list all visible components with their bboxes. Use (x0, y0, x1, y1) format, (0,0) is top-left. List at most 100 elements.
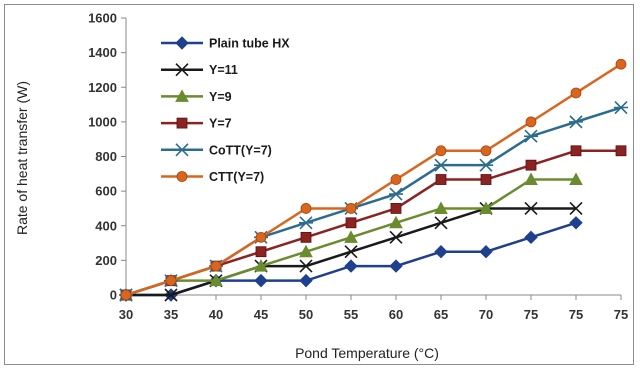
data-point (480, 174, 492, 185)
series-ctt-y-7- (120, 58, 627, 301)
data-point (300, 231, 312, 243)
legend-marker (175, 63, 189, 77)
data-point (614, 100, 628, 115)
data-point (434, 201, 448, 214)
data-point (300, 203, 312, 214)
data-point (210, 260, 222, 272)
legend-entry: Y=9 (161, 89, 232, 104)
data-point (299, 273, 313, 288)
legend-entry: CTT(Y=7) (161, 170, 264, 184)
data-point (434, 245, 448, 259)
data-point (570, 145, 582, 157)
x-tick-label: 75 (614, 307, 628, 322)
legend-label: Plain tube HX (209, 37, 290, 51)
data-point (255, 246, 267, 258)
legend: Plain tube HX Y=11 Y=9 Y=7 CoTT(Y=7) CTT(Y=7) (161, 36, 290, 184)
y-axis-title: Rate of heat transfer (W) (14, 81, 30, 235)
data-point (524, 230, 538, 245)
legend-entry: Y=11 (161, 63, 238, 77)
data-point (480, 145, 492, 157)
legend-entry: CoTT(Y=7) (161, 143, 272, 157)
data-point (164, 288, 178, 302)
x-tick-label: 50 (299, 307, 313, 322)
data-point (390, 203, 402, 214)
legend-label: Y=9 (209, 90, 232, 104)
data-point (434, 216, 448, 230)
data-point (435, 145, 447, 157)
x-tick-label: 60 (389, 307, 403, 322)
series-y-7 (120, 145, 627, 301)
data-point (479, 201, 493, 214)
data-point (255, 231, 267, 243)
data-point (569, 115, 583, 129)
data-point (389, 215, 403, 229)
legend-label: CoTT(Y=7) (209, 143, 272, 157)
data-point (570, 87, 582, 99)
legend-marker (175, 89, 189, 102)
data-point (254, 273, 268, 288)
y-tick-label: 1200 (88, 80, 117, 95)
data-point (479, 158, 493, 172)
data-point (299, 244, 313, 258)
legend-entry: Y=7 (161, 117, 232, 131)
legend-marker (175, 36, 189, 50)
y-tick-label: 1600 (88, 11, 117, 26)
y-tick-label: 0 (110, 288, 117, 303)
data-point (524, 172, 538, 186)
series-line (125, 149, 621, 297)
series-y-9 (119, 172, 583, 301)
x-tick-label: 75 (569, 307, 583, 322)
data-point (344, 230, 358, 243)
x-axis-title: Pond Temperature (°C) (295, 345, 439, 361)
y-tick-label: 800 (95, 149, 117, 164)
x-tick-label: 70 (479, 307, 493, 322)
data-point (345, 203, 357, 214)
data-point (615, 58, 627, 70)
x-tick-label: 65 (434, 307, 448, 322)
y-tick-label: 1400 (88, 45, 117, 60)
data-point (389, 230, 403, 244)
series-y-11 (119, 201, 583, 302)
data-point (299, 259, 313, 273)
x-tick-label: 55 (344, 307, 358, 322)
data-point (344, 259, 358, 273)
x-tick-label: 75 (524, 307, 538, 322)
data-point (389, 259, 403, 273)
data-point (299, 216, 313, 230)
data-point (435, 174, 447, 185)
data-point (120, 289, 132, 301)
plot-area (119, 58, 628, 302)
data-point (254, 259, 268, 272)
data-point (569, 216, 583, 230)
legend-label: CTT(Y=7) (209, 170, 264, 184)
y-tick-label: 600 (95, 184, 117, 199)
data-point (434, 158, 448, 172)
legend-entry: Plain tube HX (161, 36, 290, 51)
x-tick-label: 45 (254, 307, 268, 322)
y-tick-label: 1000 (88, 114, 117, 129)
y-tick-label: 200 (95, 253, 117, 268)
data-point (479, 245, 493, 259)
data-point (524, 201, 538, 216)
x-tick-label: 30 (119, 307, 133, 322)
data-point (344, 245, 358, 259)
data-point (165, 275, 177, 287)
data-point (524, 129, 538, 143)
data-point (390, 174, 402, 185)
x-tick-label: 40 (209, 307, 223, 322)
data-point (615, 145, 627, 157)
data-point (525, 116, 537, 128)
legend-label: Y=11 (209, 63, 238, 77)
y-tick-label: 400 (95, 218, 117, 233)
legend-marker (176, 117, 188, 129)
chart-frame (4, 4, 634, 365)
series-cott-y-7- (119, 100, 628, 302)
data-point (569, 201, 583, 216)
legend-marker (175, 143, 189, 157)
data-point (345, 217, 357, 229)
data-point (209, 273, 223, 287)
data-point (389, 187, 403, 201)
data-point (569, 172, 583, 186)
data-point (525, 159, 537, 171)
